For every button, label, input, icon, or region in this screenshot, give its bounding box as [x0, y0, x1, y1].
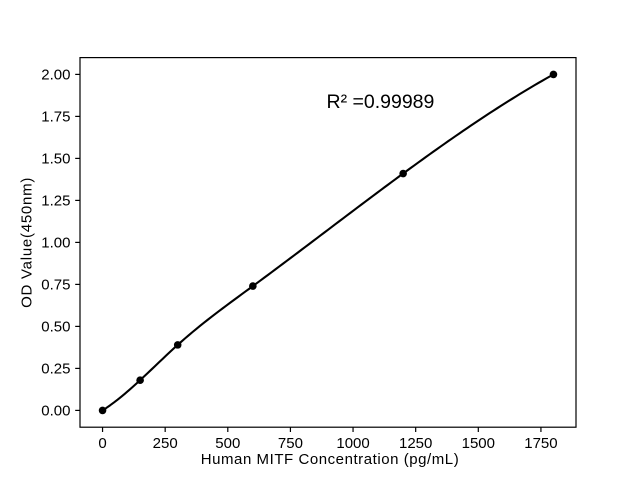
svg-text:750: 750	[278, 435, 303, 452]
svg-text:1.00: 1.00	[41, 235, 70, 252]
svg-text:1.75: 1.75	[41, 109, 70, 126]
svg-text:0.50: 0.50	[41, 319, 70, 336]
svg-text:Human MITF Concentration (pg/m: Human MITF Concentration (pg/mL)	[201, 451, 460, 468]
svg-text:1750: 1750	[524, 435, 557, 452]
svg-text:R² =0.99989: R² =0.99989	[327, 91, 435, 113]
svg-text:0: 0	[98, 435, 106, 452]
svg-text:OD Value(450nm): OD Value(450nm)	[19, 177, 36, 308]
svg-text:1000: 1000	[336, 435, 369, 452]
svg-text:2.00: 2.00	[41, 67, 70, 84]
svg-text:0.00: 0.00	[41, 403, 70, 420]
svg-text:250: 250	[153, 435, 178, 452]
svg-text:500: 500	[215, 435, 240, 452]
svg-text:1.25: 1.25	[41, 193, 70, 210]
svg-text:0.75: 0.75	[41, 277, 70, 294]
svg-text:1250: 1250	[399, 435, 432, 452]
svg-text:1.50: 1.50	[41, 151, 70, 168]
svg-text:1500: 1500	[462, 435, 495, 452]
svg-text:0.25: 0.25	[41, 361, 70, 378]
